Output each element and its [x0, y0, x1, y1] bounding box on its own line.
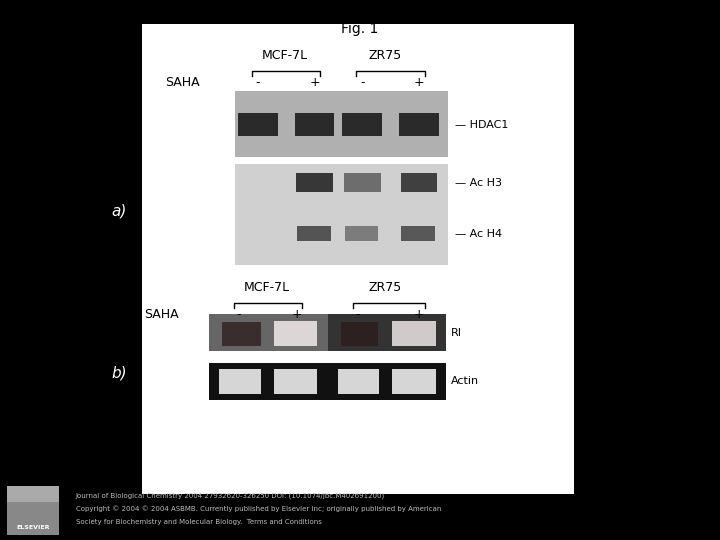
Text: SAHA: SAHA — [144, 308, 179, 321]
Bar — [297, 173, 333, 192]
Bar — [402, 226, 435, 241]
Bar — [235, 164, 448, 265]
Bar — [274, 369, 317, 394]
Text: a): a) — [112, 203, 127, 218]
Bar — [222, 322, 261, 346]
Text: — Ac H3: — Ac H3 — [455, 178, 502, 187]
Text: ZR75: ZR75 — [369, 281, 402, 294]
Bar — [274, 321, 317, 346]
Bar — [328, 363, 446, 400]
Text: ZR75: ZR75 — [369, 49, 402, 62]
Text: MCF-7L: MCF-7L — [243, 281, 289, 294]
Bar — [343, 113, 382, 136]
Text: Society for Biochemistry and Molecular Biology.  Terms and Conditions: Society for Biochemistry and Molecular B… — [76, 518, 321, 525]
Bar — [219, 369, 261, 394]
Bar — [295, 113, 334, 136]
Text: -: - — [256, 76, 260, 89]
Bar — [400, 173, 438, 192]
Text: Actin: Actin — [451, 376, 479, 386]
Bar — [392, 369, 436, 394]
Text: SAHA: SAHA — [165, 76, 199, 89]
Bar — [328, 314, 446, 351]
Bar — [392, 321, 436, 346]
Text: +: + — [414, 308, 424, 321]
Bar — [344, 226, 379, 241]
Text: +: + — [310, 76, 320, 89]
Text: ELSEVIER: ELSEVIER — [17, 525, 50, 530]
Text: Journal of Biological Chemistry 2004 27932620-326250 DOI: (10.1074/jbc.M40269120: Journal of Biological Chemistry 2004 279… — [76, 492, 385, 499]
Text: Fig. 1: Fig. 1 — [341, 22, 379, 36]
Bar — [235, 91, 448, 157]
Bar — [209, 363, 328, 400]
Bar — [7, 502, 59, 535]
Text: RI: RI — [451, 328, 462, 338]
Bar — [209, 314, 328, 351]
Text: b): b) — [112, 365, 127, 380]
Bar — [7, 486, 59, 535]
Bar — [344, 173, 380, 192]
Text: -: - — [237, 308, 241, 321]
Bar — [142, 24, 574, 494]
Text: MCF-7L: MCF-7L — [261, 49, 307, 62]
Text: -: - — [356, 308, 360, 321]
Text: +: + — [414, 76, 424, 89]
Text: Copyright © 2004 © 2004 ASBMB. Currently published by Elsevier Inc; originally p: Copyright © 2004 © 2004 ASBMB. Currently… — [76, 505, 441, 512]
Text: -: - — [360, 76, 364, 89]
Text: +: + — [292, 308, 302, 321]
Bar — [297, 226, 330, 241]
Bar — [399, 113, 439, 136]
Text: — Ac H4: — Ac H4 — [455, 229, 502, 239]
Bar — [341, 322, 378, 346]
Bar — [338, 369, 379, 394]
Bar — [238, 113, 277, 136]
Text: — HDAC1: — HDAC1 — [455, 120, 508, 130]
